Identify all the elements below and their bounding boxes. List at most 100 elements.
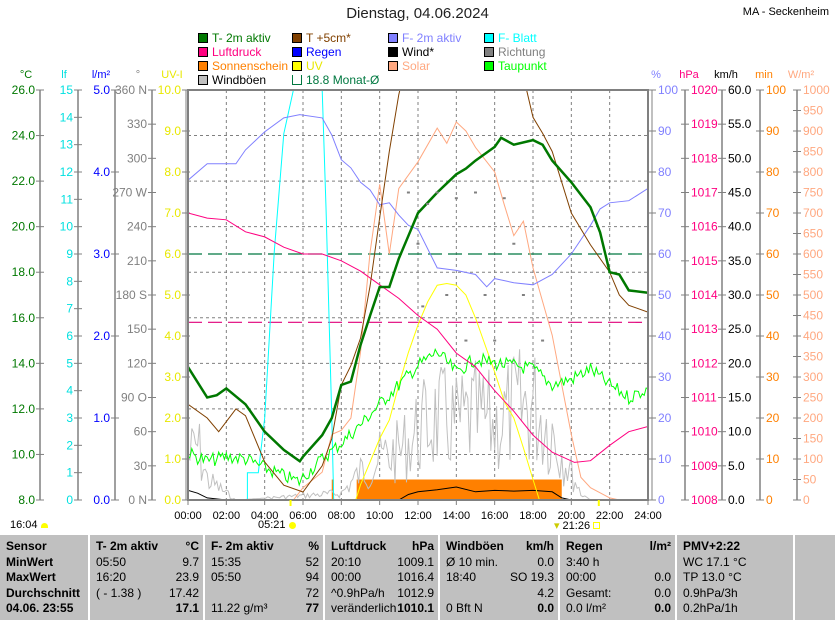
table-row: ^0.9hPa/h 1012.9: [331, 586, 434, 602]
axis-tick-label: 22.0: [12, 174, 36, 188]
axis-tick-label: 1016: [691, 220, 718, 234]
axis-tick-label: 1.0: [93, 411, 110, 425]
table-cell: °C: [185, 539, 199, 553]
wind-direction-dot: [512, 242, 516, 245]
axis-tick-label: 450: [803, 309, 823, 323]
x-tick-label: 18:00: [519, 510, 547, 522]
axis-tick-label: 14.0: [12, 356, 36, 370]
axis-tick-label: 300: [803, 370, 823, 384]
axis-tick-label: 1011: [691, 391, 717, 405]
series-line: [188, 90, 648, 493]
wind-direction-dot: [474, 191, 477, 194]
table-row: MinWert: [6, 555, 84, 571]
sun-icon: [288, 521, 296, 529]
table-row: 17.1: [96, 601, 199, 617]
legend-swatch: [292, 46, 302, 57]
table-cell: Windböen: [446, 539, 504, 553]
axis-tick-label: 30: [766, 370, 780, 384]
legend-swatch: [484, 32, 494, 43]
x-tick-label: 06:00: [289, 510, 317, 522]
legend-swatch: [388, 60, 398, 71]
x-tick-label: 12:00: [404, 510, 432, 522]
axis-tick-label: 12.0: [12, 402, 36, 416]
table-cell: MinWert: [6, 554, 54, 569]
axis-tick-label: 650: [803, 227, 823, 241]
weather-chart: °C26.024.022.020.018.016.014.012.010.08.…: [12, 69, 830, 522]
table-cell: WC 17.1 °C: [683, 554, 747, 569]
table-cell: km/h: [525, 539, 554, 553]
table-row: 00:00 1016.4: [331, 570, 434, 586]
series-line: [188, 136, 648, 464]
table-row: Luftdruck hPa: [331, 539, 434, 555]
axis-tick-label: 4: [66, 384, 73, 398]
axis-tick-label: 750: [803, 186, 823, 200]
table-cell: 05:50: [211, 570, 242, 584]
legend-label: T +5cm*: [306, 30, 351, 45]
axis-tick-label: 1008: [691, 493, 718, 507]
axis-tick-label: 240: [127, 220, 147, 234]
table-row: 11.22 g/m³ 77: [211, 601, 319, 617]
table-column: Regen l/m² 3:40 h 00:00 0.0 Gesamt: 0.0 0.0 l/m…: [560, 535, 677, 620]
table-row: 16:20 23.9: [96, 570, 199, 586]
axis-tick-label: 4.0: [164, 329, 181, 343]
axis-tick-label: 11: [61, 192, 74, 206]
axis-tick-label: 16.0: [12, 311, 36, 325]
table-cell: SO 19.3: [509, 570, 554, 584]
axis-tick-label: 15: [60, 83, 74, 97]
series-line: [188, 349, 648, 500]
table-cell: Luftdruck: [331, 539, 387, 553]
axis-tick-label: 90: [766, 124, 780, 138]
wind-direction-dot: [521, 294, 525, 296]
axis-tick-label: 1019: [691, 117, 718, 131]
axis-tick-label: 1015: [691, 254, 718, 268]
legend-item: Richtung: [484, 45, 545, 59]
table-cell: 72: [305, 585, 319, 600]
axis-tick-label: 9: [66, 247, 73, 261]
sunset-marker: ▾ 21:26: [554, 519, 601, 532]
axis-tick-label: 8: [66, 274, 73, 288]
axis-tick-label: 30: [134, 459, 148, 473]
axis-tick-label: 200: [803, 411, 823, 425]
axis-tick-label: 360 N: [115, 83, 147, 97]
table-cell: PMV+2:22: [683, 539, 741, 553]
table-cell: Regen: [566, 539, 603, 553]
axis-tick-label: 50: [658, 288, 672, 302]
table-cell: 0.0: [537, 554, 554, 569]
wind-direction-dot: [426, 202, 430, 205]
axis-tick-label: 550: [803, 268, 823, 282]
legend-swatch: [388, 32, 398, 43]
axis-tick-label: 1: [66, 466, 73, 480]
table-cell: 52: [305, 554, 319, 569]
table-cell: 15:35: [211, 554, 242, 569]
x-tick-label: 02:00: [213, 510, 241, 522]
axis-tick-label: 7: [66, 302, 73, 316]
axis-tick-label: 25.0: [728, 322, 752, 336]
axis-tick-label: 8.0: [18, 493, 35, 507]
axis-tick-label: 20: [658, 411, 672, 425]
axis-tick-label: 0: [658, 493, 665, 507]
axis-tick-label: 270 W: [112, 186, 147, 200]
axis-unit-kmh: km/h: [714, 69, 738, 81]
table-cell: 18:40: [446, 570, 477, 584]
axis-tick-label: 500: [803, 288, 823, 302]
table-column: F- 2m aktiv% 15:35 52 05:50 94 72 11.22 g/m³ 77: [205, 535, 325, 620]
table-row: 0 Bft N 0.0: [446, 601, 554, 617]
wind-direction-dot: [406, 191, 410, 194]
axis-tick-label: 35.0: [728, 254, 752, 268]
axis-tick-label: 4.0: [93, 165, 110, 179]
axis-tick-label: 2.0: [164, 411, 181, 425]
series-line: [188, 114, 648, 288]
table-cell: ( - 1.38 ): [96, 585, 142, 600]
series-line: [246, 90, 335, 500]
table-row: 05:50 9.7: [96, 555, 199, 571]
legend-item: T +5cm*: [292, 30, 351, 45]
axis-tick-label: 330: [127, 117, 147, 131]
axis-tick-label: 150: [803, 432, 823, 446]
table-cell: 0.2hPa/1h: [683, 601, 738, 615]
table-cell: 17.1: [175, 601, 199, 615]
table-row: TP 13.0 °C: [683, 570, 789, 586]
table-row: PMV+2:22: [683, 539, 789, 555]
table-cell: 1016.4: [397, 570, 434, 584]
wind-direction-dot: [541, 339, 545, 342]
axis-tick-label: 20.0: [728, 356, 752, 370]
